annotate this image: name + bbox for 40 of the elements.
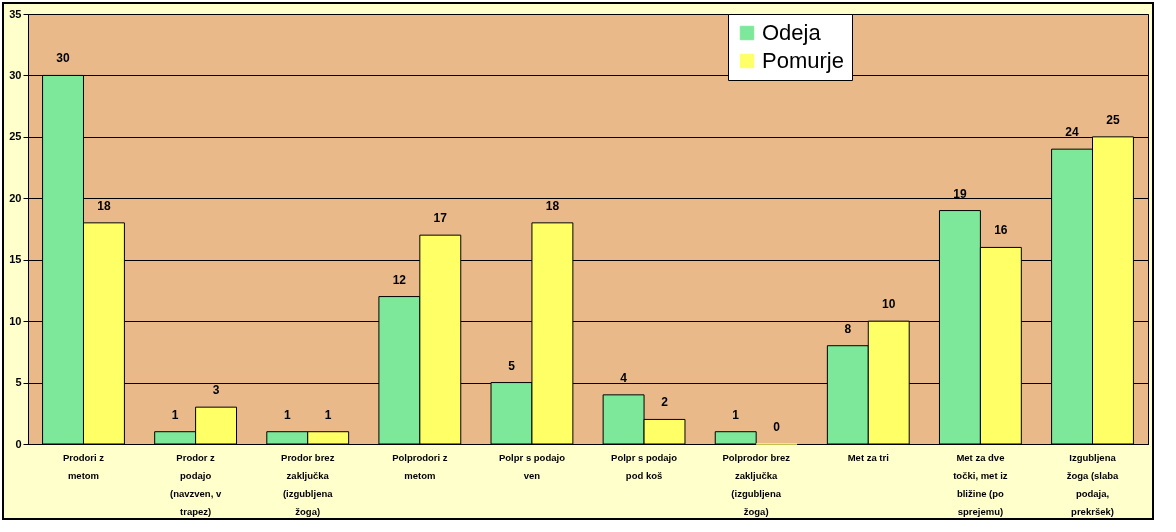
data-label: 8	[844, 321, 852, 336]
data-label: 18	[97, 198, 111, 213]
legend-label: Pomurje	[762, 48, 844, 73]
legend-label: Odeja	[762, 20, 822, 45]
data-label: 4	[620, 370, 628, 385]
x-tick-label: Met za dve točki, met iz bližine (po sprejemu)	[953, 451, 1008, 517]
data-label: 24	[1065, 125, 1080, 140]
y-tick-label: 15	[9, 253, 22, 266]
y-tick-label: 35	[9, 7, 22, 20]
data-label: 25	[1106, 112, 1120, 127]
x-tick-label: Polprodor brez zaključka (izgubljena žoga)	[722, 451, 791, 517]
data-label: 16	[994, 223, 1008, 238]
data-label: 3	[212, 383, 220, 398]
data-label: 1	[283, 407, 291, 422]
x-tick-label: Polprodori z metom	[392, 451, 448, 481]
data-label: 5	[508, 358, 516, 373]
data-label: 10	[882, 297, 896, 312]
y-tick-label: 20	[9, 191, 22, 204]
y-tick-label: 25	[9, 130, 22, 143]
y-tick-label: 0	[15, 437, 22, 450]
data-label: 1	[171, 407, 179, 422]
data-label: 30	[56, 51, 71, 66]
data-label: 12	[392, 272, 407, 287]
data-label: 18	[545, 198, 560, 213]
x-tick-label: Met za tri	[847, 451, 889, 463]
data-label: 2	[661, 395, 669, 410]
x-tick-label: Izgubljena žoga (slaba podaja, prekršek)	[1066, 451, 1120, 517]
data-label: 17	[433, 211, 448, 226]
y-tick-label: 30	[9, 68, 22, 81]
data-label: 0	[773, 420, 781, 434]
data-label: 1	[732, 407, 740, 422]
x-tick-label: Prodori z metom	[62, 451, 105, 481]
y-tick-label: 5	[15, 376, 22, 389]
data-label: 19	[953, 186, 967, 201]
x-tick-label: Prodor z podajo (navzven, v trapez)	[170, 451, 222, 517]
x-tick-label: Polpr s podajo pod koš	[611, 451, 678, 481]
y-tick-label: 10	[9, 314, 22, 327]
x-tick-label: Prodor brez zaključka (izgubljena žoga)	[281, 451, 335, 517]
data-label: 1	[324, 407, 332, 422]
x-tick-label: Polpr s podajo ven	[498, 451, 566, 481]
